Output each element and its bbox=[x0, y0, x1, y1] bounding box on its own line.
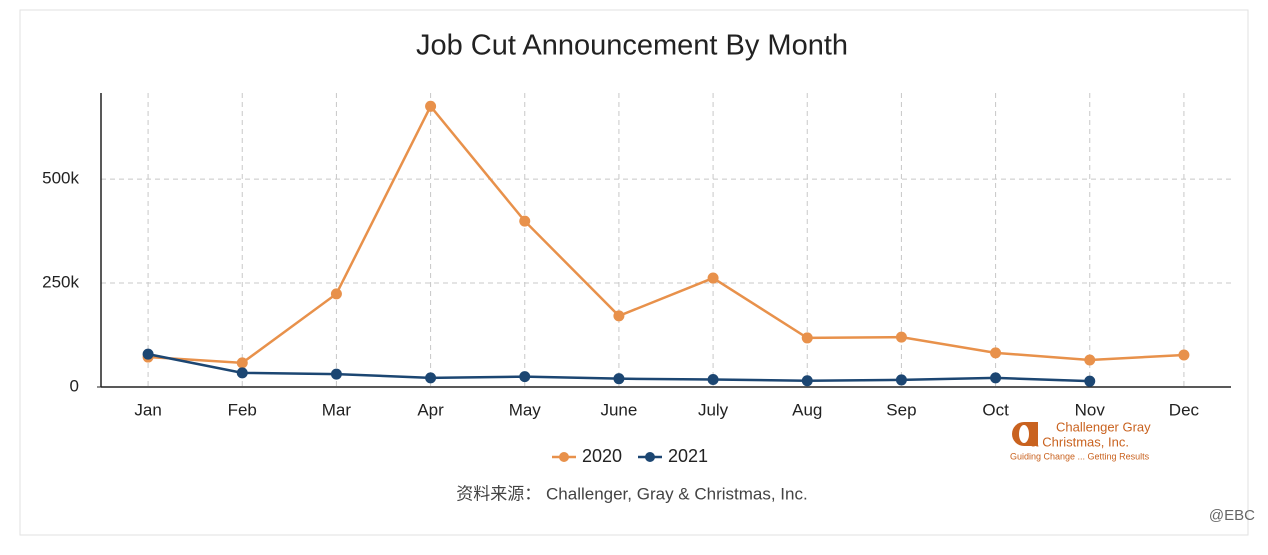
card bbox=[19, 9, 1249, 536]
x-tick-label: Jan bbox=[134, 400, 161, 419]
watermark: @EBC bbox=[1209, 507, 1255, 524]
y-tick-label: 0 bbox=[70, 376, 79, 395]
x-tick-label: June bbox=[600, 400, 637, 419]
legend-label: 2020 bbox=[582, 446, 622, 466]
logo-text: Challenger Gray bbox=[1056, 419, 1151, 434]
data-point bbox=[236, 367, 248, 379]
data-point bbox=[1084, 354, 1096, 366]
x-tick-label: Nov bbox=[1075, 400, 1106, 419]
data-point bbox=[1084, 375, 1096, 387]
data-point bbox=[613, 310, 625, 322]
x-tick-label: Mar bbox=[322, 400, 352, 419]
data-point bbox=[990, 372, 1002, 384]
data-point bbox=[801, 332, 813, 344]
data-point bbox=[1178, 349, 1190, 361]
data-point bbox=[519, 215, 531, 227]
data-point bbox=[895, 331, 907, 343]
y-tick-label: 500k bbox=[42, 169, 79, 188]
data-point bbox=[425, 372, 437, 384]
data-point bbox=[425, 100, 437, 112]
x-tick-label: May bbox=[509, 400, 542, 419]
chart-title: Job Cut Announcement By Month bbox=[416, 30, 848, 62]
data-point bbox=[330, 288, 342, 300]
data-point bbox=[895, 374, 907, 386]
series-line bbox=[148, 104, 1184, 365]
logo-tagline: Guiding Change ... Getting Results bbox=[1010, 451, 1150, 461]
x-tick-label: July bbox=[698, 400, 729, 419]
x-tick-label: Feb bbox=[228, 400, 257, 419]
x-tick-label: Sep bbox=[886, 400, 916, 419]
logo-mark bbox=[1019, 425, 1029, 443]
legend-marker bbox=[645, 452, 655, 462]
legend-label: 2021 bbox=[668, 446, 708, 466]
data-point bbox=[613, 373, 625, 385]
x-tick-label: Dec bbox=[1169, 400, 1200, 419]
data-point bbox=[990, 347, 1002, 359]
data-point bbox=[707, 272, 719, 284]
source: 资料来源： Challenger, Gray & Christmas, Inc. bbox=[456, 484, 807, 503]
x-tick-label: Oct bbox=[982, 400, 1009, 419]
logo-text: & Christmas, Inc. bbox=[1030, 434, 1129, 449]
logo: Challenger Gray & Christmas, Inc. Guidin… bbox=[1010, 419, 1151, 461]
data-point bbox=[519, 371, 531, 383]
x-tick-label: Apr bbox=[417, 400, 444, 419]
x-tick-label: Aug bbox=[792, 400, 822, 419]
data-point bbox=[142, 348, 154, 360]
data-point bbox=[330, 368, 342, 380]
legend-marker bbox=[559, 452, 569, 462]
data-point bbox=[801, 375, 813, 387]
y-tick-label: 250k bbox=[42, 273, 79, 292]
data-point bbox=[707, 374, 719, 386]
data-point bbox=[236, 357, 248, 369]
